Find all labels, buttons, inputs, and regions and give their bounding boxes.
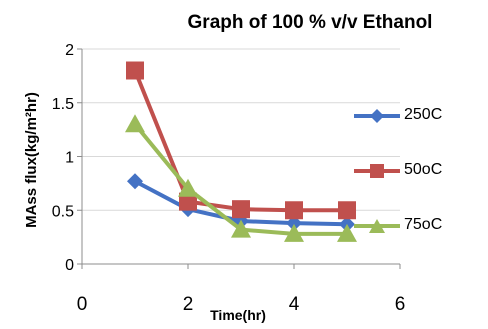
legend: 250C 50oC 75oC xyxy=(354,105,484,270)
legend-item-75oc: 75oC xyxy=(354,215,484,237)
legend-label-50oc: 50oC xyxy=(404,161,443,178)
legend-item-250c: 250C xyxy=(354,105,484,127)
x-tick-label-0: 0 xyxy=(77,294,88,315)
marker-50oc-3 xyxy=(285,201,303,220)
x-axis-label: Time(hr) xyxy=(210,307,266,323)
y-tick-label-4: 2 xyxy=(65,42,74,59)
marker-75oc-0 xyxy=(125,114,145,133)
marker-75oc-1 xyxy=(178,178,198,197)
y-tick-label-2: 1 xyxy=(65,150,74,167)
x-tick-label-2: 4 xyxy=(289,294,300,315)
marker-75oc-3 xyxy=(284,223,304,242)
y-tick-label-0: 0 xyxy=(65,257,74,274)
marker-50oc-0 xyxy=(126,61,144,80)
legend-label-75oc: 75oC xyxy=(404,216,443,233)
y-tick-label-1: 0.5 xyxy=(52,203,74,220)
legend-item-50oc: 50oC xyxy=(354,160,484,182)
x-tick-label-1: 2 xyxy=(183,294,194,315)
marker-75oc-2 xyxy=(231,219,251,238)
series-group xyxy=(125,61,357,242)
marker-50oc-4 xyxy=(338,201,356,220)
series-line-50oc xyxy=(133,69,347,213)
legend-swatch-250c xyxy=(354,109,400,123)
x-tick-label-3: 6 xyxy=(395,294,406,315)
chart-title: Graph of 100 % v/v Ethanol xyxy=(187,12,433,33)
legend-swatch-75oc xyxy=(354,219,400,233)
y-tick-label-3: 1.5 xyxy=(52,96,74,113)
marker-50oc-1 xyxy=(179,192,197,211)
legend-swatch-50oc xyxy=(354,164,400,178)
legend-label-250c: 250C xyxy=(404,106,443,123)
marker-250c-0 xyxy=(127,173,143,190)
tick-labels: 0 0.5 1 1.5 2 0 2 4 6 xyxy=(52,42,406,315)
marker-75oc-4 xyxy=(337,223,357,242)
axes xyxy=(77,48,401,269)
marker-50oc-2 xyxy=(232,200,250,219)
